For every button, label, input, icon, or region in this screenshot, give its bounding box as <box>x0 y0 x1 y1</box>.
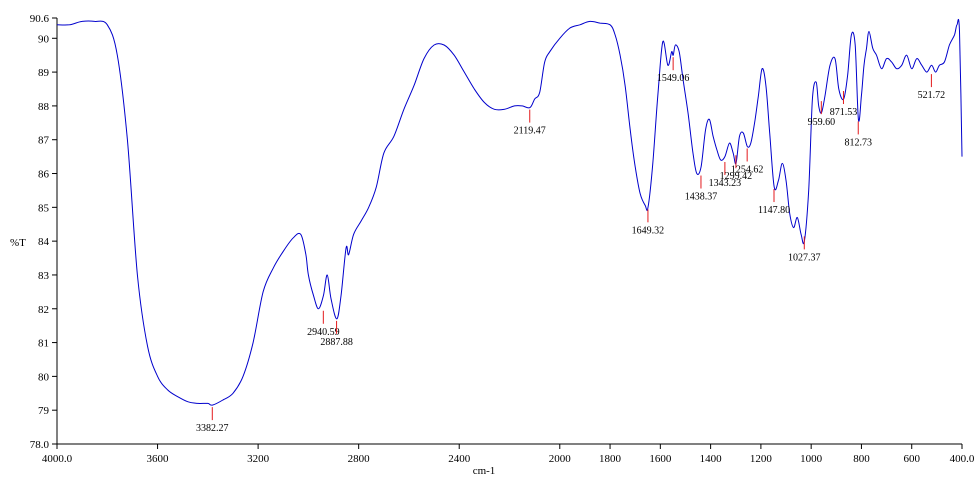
y-axis-title: %T <box>10 237 26 249</box>
series-layer <box>56 19 963 406</box>
peak-label: 1549.06 <box>657 73 690 84</box>
peak-label: 2119.47 <box>514 126 546 137</box>
y-tick-label: 81 <box>38 338 49 350</box>
peak-label: 1299.42 <box>720 171 753 182</box>
x-tick-label: 800 <box>853 453 870 465</box>
x-ticks: 4000.0 3600 3200 2800 2400 2000 1800 1600 1400 12… <box>42 444 975 465</box>
x-axis-title: cm-1 <box>473 465 496 477</box>
spectrum-line <box>56 19 963 406</box>
peak-label: 1649.32 <box>632 225 665 236</box>
y-tick-label: 88 <box>38 101 50 113</box>
y-ticks: 78.0 79 80 81 82 83 84 85 86 87 88 89 90 90.6 <box>30 13 57 451</box>
x-tick-label: 1600 <box>649 453 672 465</box>
y-tick-label: 90 <box>38 33 50 45</box>
x-tick-label: 1200 <box>750 453 773 465</box>
peak-label: 2940.59 <box>307 327 340 338</box>
peak-label: 521.72 <box>918 90 946 101</box>
peak-label: 2887.88 <box>320 337 353 348</box>
x-tick-label: 2000 <box>549 453 572 465</box>
peak-label: 1147.80 <box>758 205 790 216</box>
x-tick-label: 400.0 <box>950 453 975 465</box>
x-tick-label: 3600 <box>147 453 170 465</box>
y-tick-label: 80 <box>38 371 50 383</box>
peak-label: 1438.37 <box>685 192 718 203</box>
y-tick-label: 89 <box>38 67 50 79</box>
x-tick-label: 600 <box>903 453 920 465</box>
y-tick-label: 87 <box>38 135 50 147</box>
y-tick-label: 79 <box>38 405 50 417</box>
peak-label: 871.53 <box>830 107 858 118</box>
y-tick-label: 78.0 <box>30 439 50 451</box>
y-tick-label: 90.6 <box>30 13 50 25</box>
y-tick-label: 85 <box>38 202 50 214</box>
x-tick-label: 1800 <box>599 453 622 465</box>
y-tick-label: 86 <box>38 169 50 181</box>
peak-label: 1343.23 <box>709 178 742 189</box>
x-tick-label: 3200 <box>247 453 270 465</box>
peak-label: 1254.62 <box>731 164 764 175</box>
x-tick-label: 1400 <box>700 453 723 465</box>
x-tick-label: 4000.0 <box>42 453 73 465</box>
y-tick-label: 82 <box>38 304 49 316</box>
x-tick-label: 1000 <box>800 453 823 465</box>
peak-label: 1027.37 <box>788 252 821 263</box>
x-tick-label: 2800 <box>348 453 371 465</box>
axes <box>56 18 962 445</box>
peak-label: 812.73 <box>844 137 872 148</box>
y-tick-label: 84 <box>38 236 50 248</box>
y-tick-label: 83 <box>38 270 50 282</box>
peak-label: 3382.27 <box>196 423 229 434</box>
x-tick-label: 2400 <box>448 453 471 465</box>
peak-label: 959.60 <box>808 117 836 128</box>
